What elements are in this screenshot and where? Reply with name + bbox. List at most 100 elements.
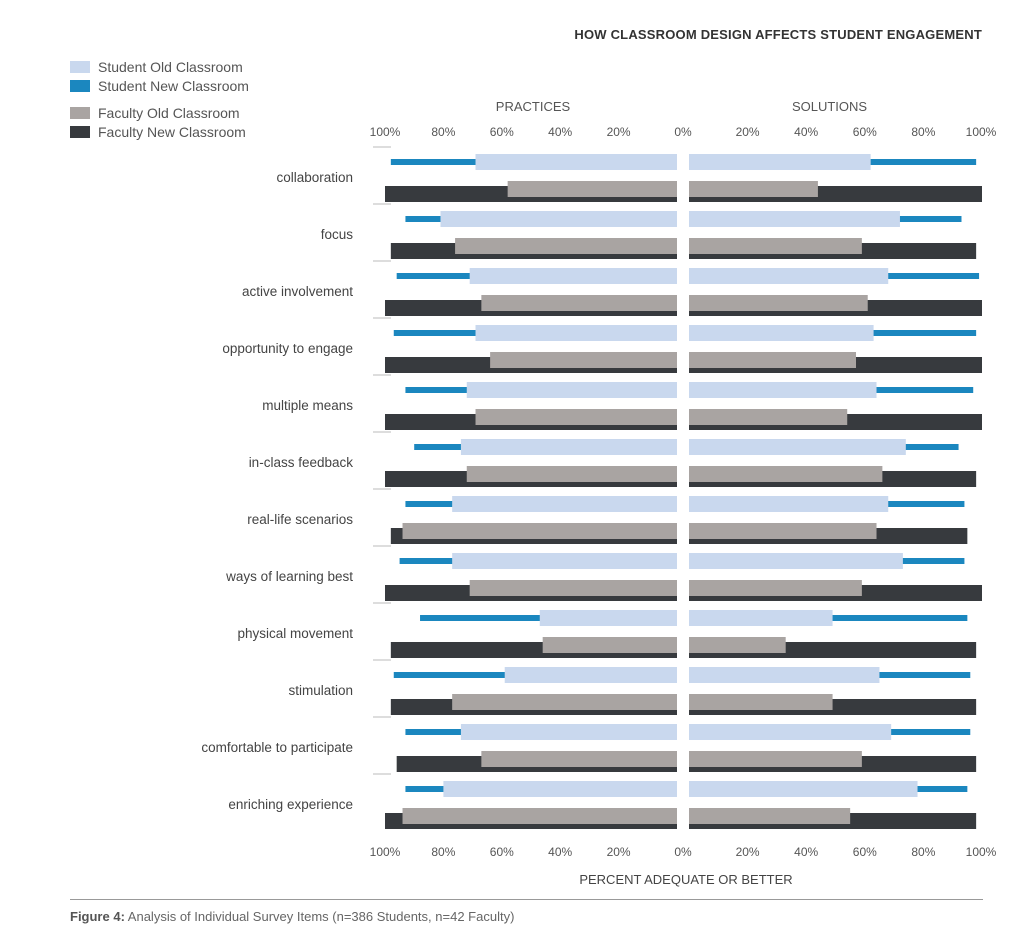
bar-solutions [689, 781, 918, 797]
category-label: enriching experience [228, 797, 353, 812]
legend-label: Faculty Old Classroom [98, 104, 240, 121]
legend: Student Old Classroom Student New Classr… [70, 57, 249, 141]
bar-solutions [689, 211, 900, 227]
bar-solutions [689, 325, 874, 341]
tick-label-bottom: 60% [490, 845, 514, 859]
bar-solutions [689, 808, 851, 824]
tick-label-bottom: 20% [736, 845, 760, 859]
bar-solutions [689, 724, 892, 740]
bar-practices [469, 580, 677, 596]
tick-label-top: 40% [548, 125, 572, 139]
bar-solutions [689, 637, 786, 653]
tick-label-top: 0% [674, 125, 692, 139]
legend-swatch [70, 60, 90, 73]
tick-label-bottom: 40% [794, 845, 818, 859]
bar-solutions [689, 610, 833, 626]
legend-item-student-old: Student Old Classroom [70, 57, 249, 76]
category-label: active involvement [242, 284, 353, 299]
bar-practices [440, 211, 677, 227]
bar-practices [402, 523, 677, 539]
bar-practices [455, 238, 677, 254]
category-label: ways of learning best [225, 569, 353, 584]
legend-item-student-new: Student New Classroom [70, 76, 249, 95]
x-axis-label: PERCENT ADEQUATE OR BETTER [579, 872, 792, 887]
bar-solutions [689, 667, 880, 683]
bar-practices [475, 325, 677, 341]
tick-label-bottom: 60% [853, 845, 877, 859]
bar-practices [539, 610, 677, 626]
bar-solutions [689, 496, 889, 512]
tick-label-top: 80% [911, 125, 935, 139]
legend-swatch [70, 79, 90, 92]
bar-solutions [689, 466, 883, 482]
bar-solutions [689, 553, 903, 569]
tick-label-bottom: 80% [911, 845, 935, 859]
tick-label-top: 60% [853, 125, 877, 139]
tick-label-bottom: 0% [674, 845, 692, 859]
category-label: collaboration [276, 170, 353, 185]
category-label: stimulation [288, 683, 353, 698]
category-label: in-class feedback [249, 455, 354, 470]
legend-label: Student New Classroom [98, 77, 249, 94]
bar-practices [475, 409, 677, 425]
bar-solutions [689, 352, 857, 368]
caption-label: Figure 4: [70, 909, 125, 924]
category-label: multiple means [262, 398, 353, 413]
bar-practices [460, 724, 677, 740]
bar-solutions [689, 268, 889, 284]
bar-practices [460, 439, 677, 455]
tick-label-bottom: 40% [548, 845, 572, 859]
bar-practices [452, 496, 677, 512]
caption-divider [70, 899, 983, 900]
tick-label-top: 80% [431, 125, 455, 139]
legend-item-faculty-new: Faculty New Classroom [70, 122, 249, 141]
bar-practices [402, 808, 677, 824]
bar-solutions [689, 382, 877, 398]
tick-label-top: 20% [607, 125, 631, 139]
bar-solutions [689, 295, 868, 311]
tick-label-top: 20% [736, 125, 760, 139]
bar-practices [452, 553, 677, 569]
legend-label: Student Old Classroom [98, 58, 243, 75]
category-label: physical movement [237, 626, 353, 641]
legend-swatch [70, 125, 90, 138]
caption-text: Analysis of Individual Survey Items (n=3… [124, 909, 515, 924]
bar-practices [452, 694, 677, 710]
bar-practices [490, 352, 677, 368]
bar-solutions [689, 439, 906, 455]
tick-label-bottom: 20% [607, 845, 631, 859]
bar-solutions [689, 154, 871, 170]
legend-label: Faculty New Classroom [98, 123, 246, 140]
bar-practices [481, 295, 677, 311]
bar-solutions [689, 751, 862, 767]
bar-solutions [689, 580, 862, 596]
tick-label-top: 100% [370, 125, 401, 139]
legend-swatch [70, 106, 90, 119]
bar-practices [542, 637, 677, 653]
bar-practices [475, 154, 677, 170]
legend-item-faculty-old: Faculty Old Classroom [70, 103, 249, 122]
bar-practices [466, 382, 677, 398]
bar-practices [469, 268, 677, 284]
bar-solutions [689, 181, 818, 197]
category-label: real-life scenarios [247, 512, 353, 527]
tick-label-bottom: 80% [431, 845, 455, 859]
figure-caption: Figure 4: Analysis of Individual Survey … [70, 909, 514, 924]
category-label: opportunity to engage [222, 341, 353, 356]
bar-solutions [689, 523, 877, 539]
tick-label-bottom: 100% [966, 845, 997, 859]
panel-header-practices: PRACTICES [496, 99, 571, 114]
category-label: comfortable to participate [201, 740, 353, 755]
bar-practices [443, 781, 677, 797]
bar-practices [507, 181, 677, 197]
bar-solutions [689, 238, 862, 254]
bar-practices [504, 667, 677, 683]
panel-header-solutions: SOLUTIONS [792, 99, 867, 114]
tick-label-top: 100% [966, 125, 997, 139]
chart-title: HOW CLASSROOM DESIGN AFFECTS STUDENT ENG… [574, 27, 982, 42]
tick-label-top: 40% [794, 125, 818, 139]
bar-practices [466, 466, 677, 482]
bar-solutions [689, 694, 833, 710]
bar-practices [481, 751, 677, 767]
